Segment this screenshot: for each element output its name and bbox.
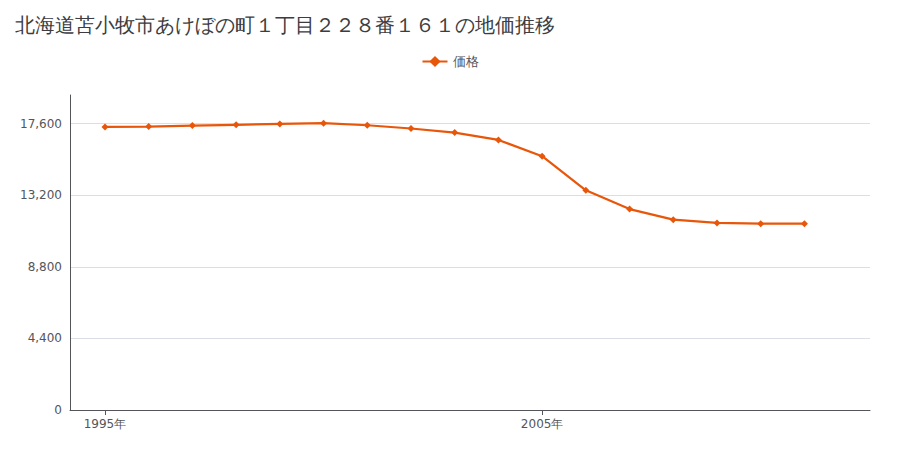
svg-text:4,400: 4,400: [28, 331, 62, 345]
svg-text:8,800: 8,800: [28, 260, 62, 274]
svg-text:2005年: 2005年: [521, 417, 564, 431]
svg-text:0: 0: [54, 403, 62, 417]
svg-text:価格: 価格: [453, 54, 479, 69]
svg-text:1995年: 1995年: [84, 417, 127, 431]
svg-text:北海道苫小牧市あけぼの町１丁目２２８番１６１の地価推移: 北海道苫小牧市あけぼの町１丁目２２８番１６１の地価推移: [15, 13, 555, 37]
svg-text:13,200: 13,200: [20, 188, 62, 202]
svg-text:17,600: 17,600: [20, 117, 62, 131]
